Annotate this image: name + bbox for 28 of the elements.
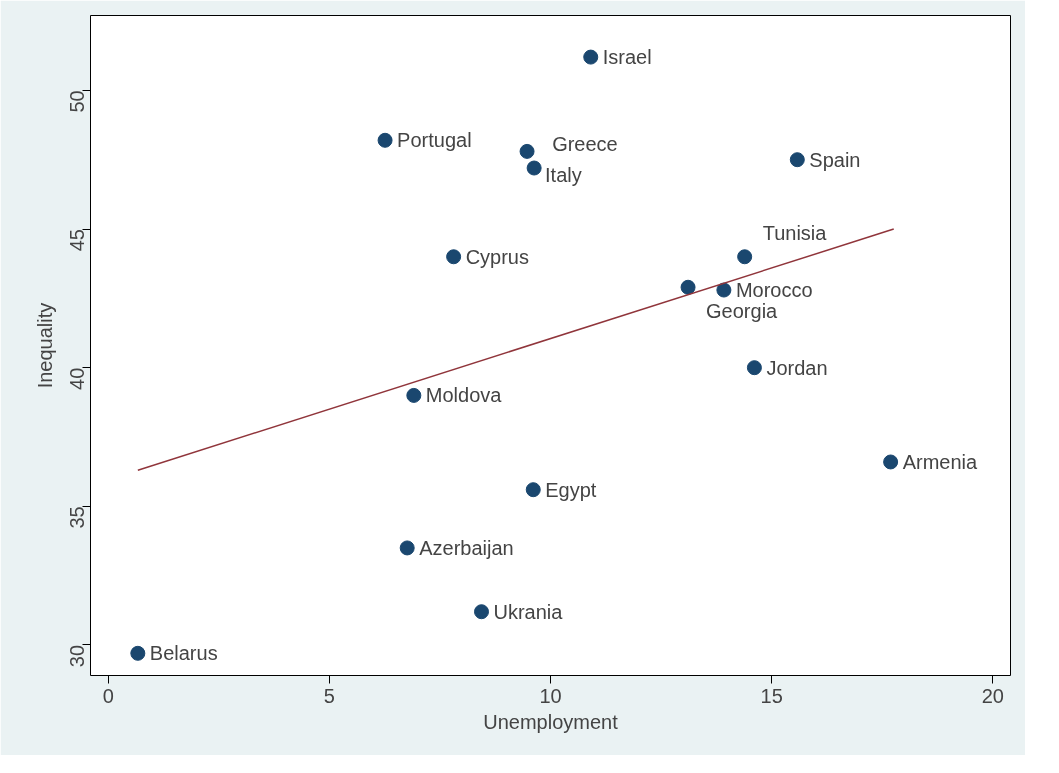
annotation: Israel	[602, 46, 652, 69]
annotation: Cyprus	[465, 245, 529, 268]
x-tick-label: 20	[981, 684, 1004, 707]
annotation: Moldova	[425, 384, 503, 407]
y-tick-label: 45	[66, 229, 89, 252]
y-tick-label: 50	[66, 90, 89, 113]
annotation: Spain	[809, 148, 861, 171]
annotation: Ukrania	[493, 600, 564, 623]
annotation: Belarus	[149, 642, 218, 665]
x-tick-label: 5	[323, 684, 335, 707]
annotation: Portugal	[397, 129, 472, 152]
y-tick-label: 30	[66, 644, 89, 668]
annotation: Morocco	[735, 279, 813, 302]
annotation: Tunisia	[762, 221, 828, 244]
x-axis-title: Unemployment	[483, 710, 619, 733]
annotation: Jordan	[766, 356, 828, 379]
annotation: Armenia	[902, 450, 978, 473]
annotation: Georgia	[706, 300, 779, 323]
y-axis-title: Inequality	[33, 302, 56, 389]
y-tick-label: 40	[66, 367, 89, 390]
annotation: Egypt	[545, 478, 597, 501]
annotation: Italy	[545, 164, 582, 187]
annotation: Greece	[552, 133, 618, 156]
annotation: Azerbaijan	[419, 536, 514, 559]
y-tick-label: 35	[66, 506, 89, 529]
x-tick-label: 0	[102, 684, 114, 707]
x-tick-label: 15	[760, 684, 783, 707]
x-tick-label: 10	[539, 684, 562, 707]
